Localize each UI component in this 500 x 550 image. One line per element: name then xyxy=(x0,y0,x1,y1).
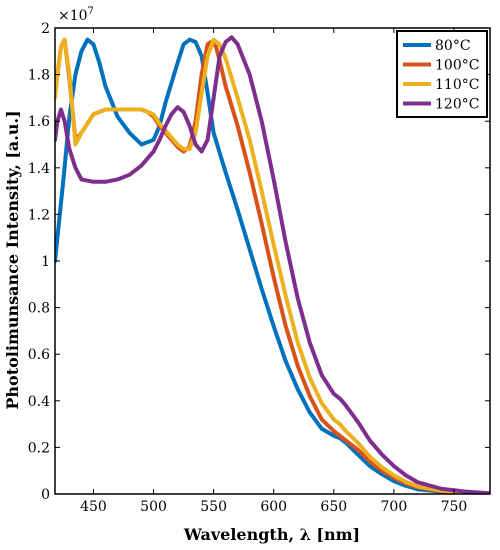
y-tick-label: 0.8 xyxy=(28,301,50,317)
series-layer xyxy=(55,35,490,494)
legend-label-1: 80°C xyxy=(435,38,471,54)
x-tick-label: 700 xyxy=(381,499,408,515)
x-tick-label: 600 xyxy=(260,499,287,515)
y-tick-label: 0.6 xyxy=(28,347,50,363)
legend-label-4: 120°C xyxy=(435,97,479,113)
y-tick-label: 2 xyxy=(41,21,50,37)
y-tick-label: 0.4 xyxy=(28,394,50,410)
y-tick-label: 1 xyxy=(41,254,50,270)
series-line-4 xyxy=(55,35,490,494)
legend-label-3: 110°C xyxy=(435,77,479,93)
y-tick-label: 1.8 xyxy=(28,68,50,84)
axes xyxy=(54,27,491,495)
y-tick-label: 1.6 xyxy=(28,114,50,130)
y-tick-label: 0 xyxy=(41,487,50,503)
x-tick-label: 550 xyxy=(200,499,227,515)
y-tick-label: 1.4 xyxy=(28,161,50,177)
x-axis-title: Wavelength, λ [nm] xyxy=(183,525,360,544)
legend-label-2: 100°C xyxy=(435,58,479,74)
series-line-1 xyxy=(55,37,490,494)
y-axis-title: Photolimunsance Intensity, [a.u.] xyxy=(3,110,22,409)
y-exponent-label: ×107 xyxy=(58,6,94,24)
x-tick-label: 450 xyxy=(80,499,107,515)
y-tick-label: 0.2 xyxy=(28,440,50,456)
tick-labels: 450 500 550 600 650 700 750 0 0.2 0.4 0.6 0.8 1 1.2 1.… xyxy=(28,21,468,515)
x-tick-label: 650 xyxy=(320,499,347,515)
x-tick-label: 750 xyxy=(441,499,468,515)
series-line-3 xyxy=(55,37,490,494)
x-tick-label: 500 xyxy=(140,499,167,515)
y-tick-label: 1.2 xyxy=(28,207,50,223)
legend: 80°C 100°C 110°C 120°C xyxy=(396,30,488,118)
